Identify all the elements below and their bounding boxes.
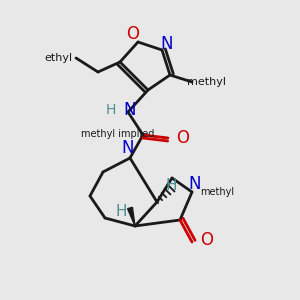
Text: H: H [165, 178, 177, 194]
Text: O: O [176, 129, 189, 147]
Polygon shape [128, 207, 135, 226]
Text: methyl: methyl [187, 77, 226, 87]
Text: methyl implied: methyl implied [81, 129, 155, 139]
Text: N: N [189, 175, 201, 193]
Text: H: H [115, 205, 127, 220]
Text: N: N [124, 101, 136, 119]
Text: ethyl: ethyl [44, 53, 72, 63]
Text: H: H [106, 103, 116, 117]
Text: N: N [161, 35, 173, 53]
Text: methyl: methyl [200, 187, 234, 197]
Text: N: N [122, 139, 134, 157]
Text: O: O [127, 25, 140, 43]
Text: O: O [200, 231, 213, 249]
